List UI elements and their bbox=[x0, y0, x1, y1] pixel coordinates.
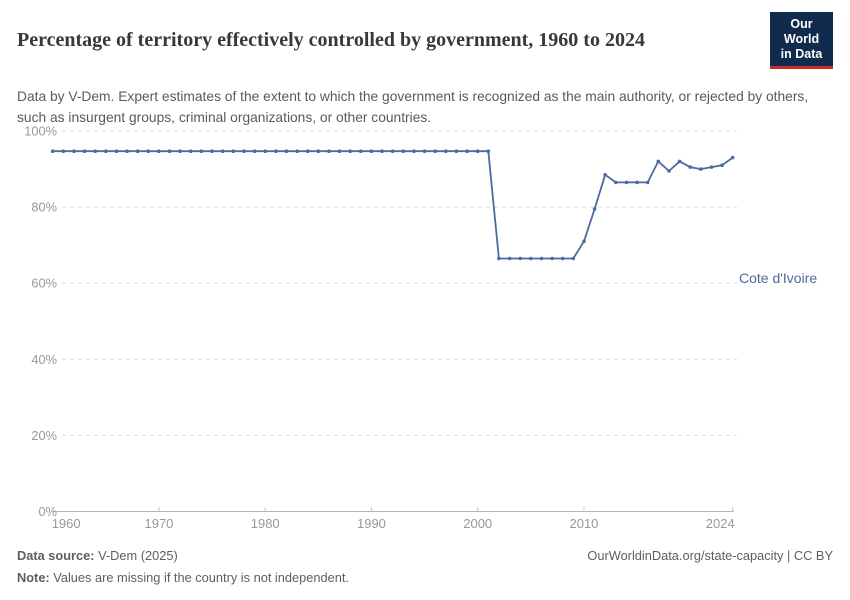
data-point[interactable] bbox=[82, 149, 87, 153]
data-point[interactable] bbox=[444, 149, 448, 153]
data-point[interactable] bbox=[390, 149, 395, 153]
data-point[interactable] bbox=[50, 149, 55, 153]
data-point[interactable] bbox=[369, 149, 374, 153]
line-chart-plot-area[interactable]: 0%20%40%60%80%100%1960 1970 1980 1990 2000 20… bbox=[0, 120, 850, 540]
credit-link[interactable]: OurWorldinData.org/state-capacity | CC B… bbox=[587, 548, 833, 563]
data-point[interactable] bbox=[592, 207, 597, 211]
y-axis-tick-label: 80% bbox=[31, 200, 57, 215]
data-point[interactable] bbox=[199, 149, 204, 153]
data-point[interactable] bbox=[252, 149, 257, 153]
series-line-cote-d-ivoire[interactable] bbox=[50, 149, 735, 261]
data-point[interactable] bbox=[284, 149, 289, 153]
data-source-text: V-Dem (2025) bbox=[94, 548, 178, 563]
data-point[interactable] bbox=[635, 180, 639, 185]
owid-logo[interactable]: Our World in Data bbox=[770, 12, 833, 69]
data-point[interactable] bbox=[337, 149, 342, 153]
data-point[interactable] bbox=[624, 180, 629, 185]
data-point[interactable] bbox=[327, 149, 331, 153]
data-point[interactable] bbox=[348, 149, 353, 153]
data-point[interactable] bbox=[146, 149, 151, 153]
data-point[interactable] bbox=[433, 149, 438, 153]
data-point[interactable] bbox=[220, 149, 225, 153]
data-point[interactable] bbox=[550, 256, 554, 261]
x-axis-tick-label: 1970 bbox=[144, 516, 173, 531]
owid-logo-line1: Our World bbox=[783, 17, 820, 46]
data-point[interactable] bbox=[263, 149, 268, 153]
data-point[interactable] bbox=[529, 256, 533, 261]
series-entity-label[interactable]: Cote d'Ivoire bbox=[739, 269, 818, 286]
data-source-label: Data source: bbox=[17, 548, 95, 563]
data-point[interactable] bbox=[114, 149, 119, 153]
data-point[interactable] bbox=[454, 149, 459, 153]
data-point[interactable] bbox=[72, 149, 76, 153]
note-line: Note: Values are missing if the country … bbox=[17, 567, 833, 589]
x-axis-tick-label: 1990 bbox=[357, 516, 386, 531]
y-axis-tick-label: 60% bbox=[31, 276, 57, 291]
data-point[interactable] bbox=[167, 149, 172, 153]
data-point[interactable] bbox=[656, 159, 661, 164]
data-point[interactable] bbox=[242, 149, 246, 153]
data-point[interactable] bbox=[667, 169, 671, 173]
data-point[interactable] bbox=[125, 149, 129, 153]
data-point[interactable] bbox=[571, 256, 576, 261]
data-point[interactable] bbox=[274, 149, 278, 153]
data-point[interactable] bbox=[560, 256, 565, 261]
data-point[interactable] bbox=[614, 180, 618, 185]
data-point[interactable] bbox=[61, 149, 66, 153]
data-point[interactable] bbox=[497, 256, 501, 261]
data-point[interactable] bbox=[359, 149, 363, 153]
data-point[interactable] bbox=[730, 155, 735, 160]
data-source-line: Data source: V-Dem (2025) bbox=[17, 545, 833, 567]
x-axis-tick-label: 2000 bbox=[463, 516, 492, 531]
note-text: Values are missing if the country is not… bbox=[49, 570, 349, 585]
data-point[interactable] bbox=[507, 256, 512, 261]
data-point[interactable] bbox=[720, 163, 724, 167]
data-point[interactable] bbox=[699, 167, 703, 171]
data-point[interactable] bbox=[210, 149, 214, 153]
data-point[interactable] bbox=[305, 149, 310, 153]
x-axis-tick-label: 2024 bbox=[706, 516, 735, 531]
data-point[interactable] bbox=[231, 149, 236, 153]
y-axis-tick-label: 20% bbox=[31, 428, 57, 443]
chart-subtitle: Data by V-Dem. Expert estimates of the e… bbox=[17, 88, 809, 125]
data-point[interactable] bbox=[582, 239, 586, 244]
chart-footer: Data source: V-Dem (2025) Note: Values a… bbox=[17, 545, 833, 589]
data-point[interactable] bbox=[677, 159, 682, 164]
data-point[interactable] bbox=[135, 149, 140, 153]
data-point[interactable] bbox=[189, 149, 193, 153]
data-point[interactable] bbox=[486, 149, 491, 153]
data-point[interactable] bbox=[645, 180, 650, 185]
note-label: Note: bbox=[17, 570, 50, 585]
data-point[interactable] bbox=[157, 149, 161, 153]
data-point[interactable] bbox=[401, 149, 406, 153]
x-axis-tick-label: 1960 bbox=[52, 516, 81, 531]
y-axis-tick-label: 100% bbox=[24, 124, 57, 139]
data-point[interactable] bbox=[518, 256, 522, 261]
data-point[interactable] bbox=[316, 149, 321, 153]
data-point[interactable] bbox=[688, 165, 692, 169]
data-point[interactable] bbox=[709, 165, 714, 169]
data-point[interactable] bbox=[380, 149, 384, 153]
owid-logo-line2: in Data bbox=[780, 47, 823, 61]
data-point[interactable] bbox=[178, 149, 182, 153]
data-point[interactable] bbox=[104, 149, 108, 153]
y-axis-tick-label: 40% bbox=[31, 352, 57, 367]
data-point[interactable] bbox=[539, 256, 544, 261]
data-point[interactable] bbox=[295, 149, 299, 153]
data-point[interactable] bbox=[93, 149, 97, 153]
data-point[interactable] bbox=[465, 149, 469, 153]
data-point[interactable] bbox=[422, 149, 427, 153]
data-point[interactable] bbox=[603, 173, 607, 177]
chart-title: Percentage of territory effectively cont… bbox=[17, 29, 645, 52]
data-point[interactable] bbox=[412, 149, 416, 153]
data-point[interactable] bbox=[475, 149, 480, 153]
x-axis-tick-label: 1980 bbox=[251, 516, 280, 531]
x-axis-tick-label: 2010 bbox=[569, 516, 598, 531]
